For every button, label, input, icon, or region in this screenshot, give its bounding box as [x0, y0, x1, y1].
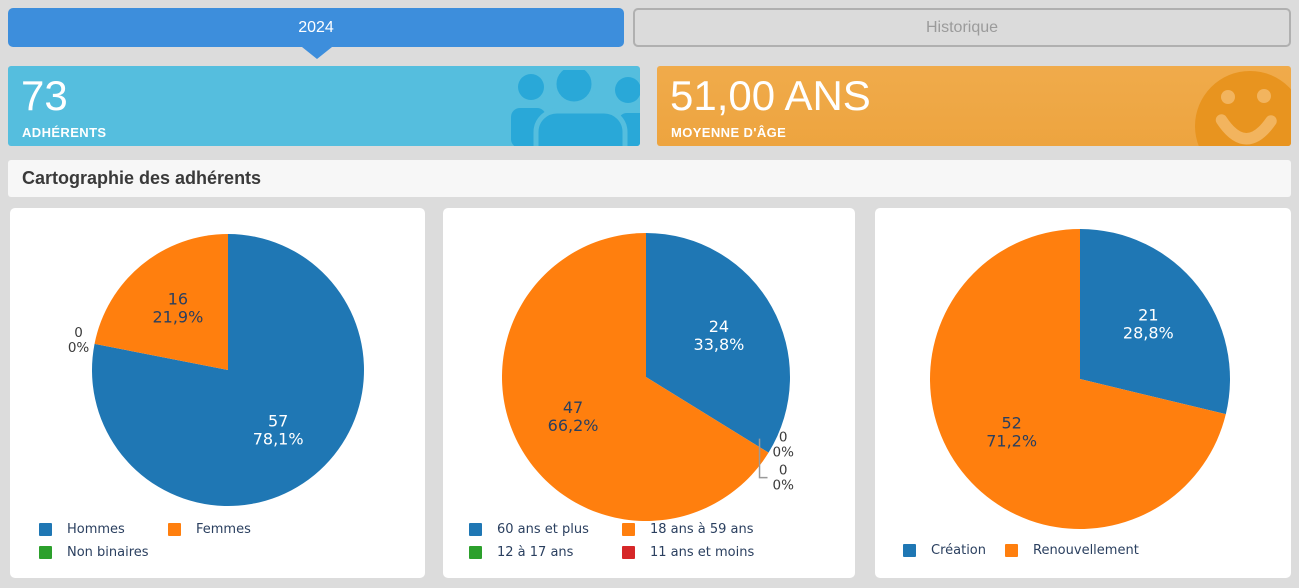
- tab-historique[interactable]: Historique: [633, 8, 1291, 47]
- legend-label: 12 à 17 ans: [497, 545, 574, 560]
- slice-value-Création: 21: [1138, 306, 1158, 325]
- legend-swatch-icon: [469, 546, 482, 559]
- slice-percent-Hommes: 78,1%: [253, 429, 304, 448]
- active-tab-pointer-icon: [302, 47, 332, 59]
- legend-item-Hommes[interactable]: Hommes: [39, 522, 168, 537]
- slice-value-12 à 17 ans: 0: [779, 430, 788, 446]
- chart-card-genre: 57 78,1% 16 21,9% 0 0% Hommes Femmes Non binair…: [10, 208, 425, 578]
- slice-percent-12 à 17 ans: 0%: [773, 445, 795, 461]
- legend-swatch-icon: [39, 523, 52, 536]
- legend-label: Non binaires: [67, 545, 149, 560]
- legend-swatch-icon: [622, 546, 635, 559]
- legend-swatch-icon: [39, 546, 52, 559]
- section-header: Cartographie des adhérents: [8, 160, 1291, 197]
- zero-label-connector-line: [758, 438, 768, 479]
- smiley-icon: [1195, 71, 1291, 146]
- pie-slice-Femmes[interactable]: [94, 234, 228, 370]
- legend-label: 18 ans à 59 ans: [650, 522, 754, 537]
- slice-value-11 ans et moins: 0: [779, 463, 788, 479]
- legend-label: Renouvellement: [1033, 543, 1139, 558]
- slice-value-18 ans à 59 ans: 47: [563, 398, 583, 417]
- legend-item-Création[interactable]: Création: [903, 543, 1005, 558]
- pie-slice-Création[interactable]: [1080, 229, 1230, 415]
- slice-value-Renouvellement: 52: [1001, 413, 1021, 432]
- age-moyen-value: 51,00 ANS: [670, 72, 871, 119]
- legend-label: Femmes: [196, 522, 251, 537]
- adherents-label: ADHÉRENTS: [22, 125, 107, 140]
- legend-item-11 ans et moins[interactable]: 11 ans et moins: [622, 545, 855, 560]
- slice-percent-Non binaires: 0%: [68, 340, 90, 356]
- slice-percent-11 ans et moins: 0%: [773, 478, 795, 494]
- chart-card-adhesion: 21 28,8% 52 71,2% Création Renouvellement: [875, 208, 1291, 578]
- pie-slice-Renouvellement[interactable]: [930, 229, 1226, 529]
- legend-genre: Hommes Femmes Non binaires: [10, 522, 425, 560]
- legend-item-Renouvellement[interactable]: Renouvellement: [1005, 543, 1291, 558]
- legend-label: Création: [931, 543, 987, 558]
- pie-slice-60 ans et plus[interactable]: [646, 233, 790, 453]
- chart-card-ages: 24 33,8% 47 66,2% 0 0% 0 0% 60 ans et plus 18 an…: [443, 208, 855, 578]
- pie-slice-18 ans à 59 ans[interactable]: [501, 233, 769, 521]
- tab-2024[interactable]: 2024: [8, 8, 624, 47]
- slice-value-Hommes: 57: [268, 411, 288, 430]
- legend-swatch-icon: [168, 523, 181, 536]
- people-group-icon: [511, 70, 640, 146]
- stat-card-adherents: 73 ADHÉRENTS: [8, 66, 640, 146]
- pie-chart-ages: 24 33,8% 47 66,2% 0 0% 0 0%: [443, 208, 855, 540]
- slice-percent-60 ans et plus: 33,8%: [694, 335, 745, 354]
- pie-chart-genre: 57 78,1% 16 21,9% 0 0%: [10, 208, 425, 540]
- legend-swatch-icon: [1005, 544, 1018, 557]
- legend-label: Hommes: [67, 522, 125, 537]
- pie-chart-adhesion: 21 28,8% 52 71,2%: [875, 208, 1291, 540]
- slice-value-Femmes: 16: [168, 290, 188, 309]
- slice-percent-18 ans à 59 ans: 66,2%: [548, 416, 599, 435]
- legend-item-60 ans et plus[interactable]: 60 ans et plus: [469, 522, 622, 537]
- legend-label: 60 ans et plus: [497, 522, 589, 537]
- slice-percent-Renouvellement: 71,2%: [986, 431, 1037, 450]
- legend-swatch-icon: [469, 523, 482, 536]
- legend-swatch-icon: [622, 523, 635, 536]
- slice-value-Non binaires: 0: [74, 325, 83, 341]
- slice-value-60 ans et plus: 24: [709, 317, 729, 336]
- legend-swatch-icon: [903, 544, 916, 557]
- legend-item-12 à 17 ans[interactable]: 12 à 17 ans: [469, 545, 622, 560]
- legend-item-Non binaires[interactable]: Non binaires: [39, 545, 168, 560]
- section-title: Cartographie des adhérents: [22, 168, 262, 188]
- legend-ages: 60 ans et plus 18 ans à 59 ans 12 à 17 ans…: [443, 522, 855, 560]
- legend-adhesion: Création Renouvellement: [875, 543, 1291, 558]
- legend-label: 11 ans et moins: [650, 545, 755, 560]
- stat-card-age-moyen: 51,00 ANS MOYENNE D'ÂGE: [657, 66, 1291, 146]
- slice-percent-Création: 28,8%: [1123, 324, 1174, 343]
- adherents-count: 73: [21, 72, 68, 119]
- legend-item-18 ans à 59 ans[interactable]: 18 ans à 59 ans: [622, 522, 855, 537]
- pie-slice-Hommes[interactable]: [91, 234, 364, 506]
- legend-item-Femmes[interactable]: Femmes: [168, 522, 425, 537]
- slice-percent-Femmes: 21,9%: [152, 308, 203, 327]
- age-moyen-label: MOYENNE D'ÂGE: [671, 125, 787, 140]
